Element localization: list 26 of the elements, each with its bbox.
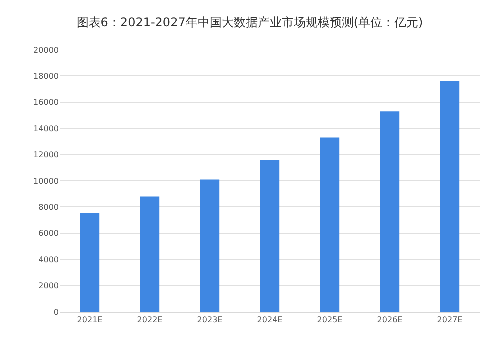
x-tick-label: 2025E [317,316,343,325]
bar [140,196,160,312]
y-tick-label: 14000 [34,124,59,134]
y-tick-label: 4000 [38,255,59,264]
bar [320,138,340,312]
bar [440,81,460,312]
y-tick-label: 0 [54,308,59,317]
x-tick-label: 2022E [137,316,163,325]
bar [260,160,280,312]
y-tick-label: 8000 [38,203,59,212]
x-tick-label: 2027E [437,316,463,325]
bar [380,112,400,312]
x-tick-label: 2021E [77,316,103,325]
chart-title: 图表6：2021-2027年中国大数据产业市场规模预测(单位：亿元) [76,16,424,30]
x-tick-label: 2026E [377,316,403,325]
bar [200,180,220,312]
y-tick-label: 12000 [34,150,59,160]
y-tick-label: 20000 [34,46,59,55]
bar [80,213,100,312]
y-tick-label: 2000 [38,282,59,291]
x-tick-label: 2023E [197,316,223,325]
y-tick-label: 10000 [34,176,59,186]
y-tick-label: 18000 [34,72,59,81]
x-tick-label: 2024E [257,316,283,325]
y-tick-label: 16000 [34,98,59,108]
y-tick-label: 6000 [38,229,59,238]
